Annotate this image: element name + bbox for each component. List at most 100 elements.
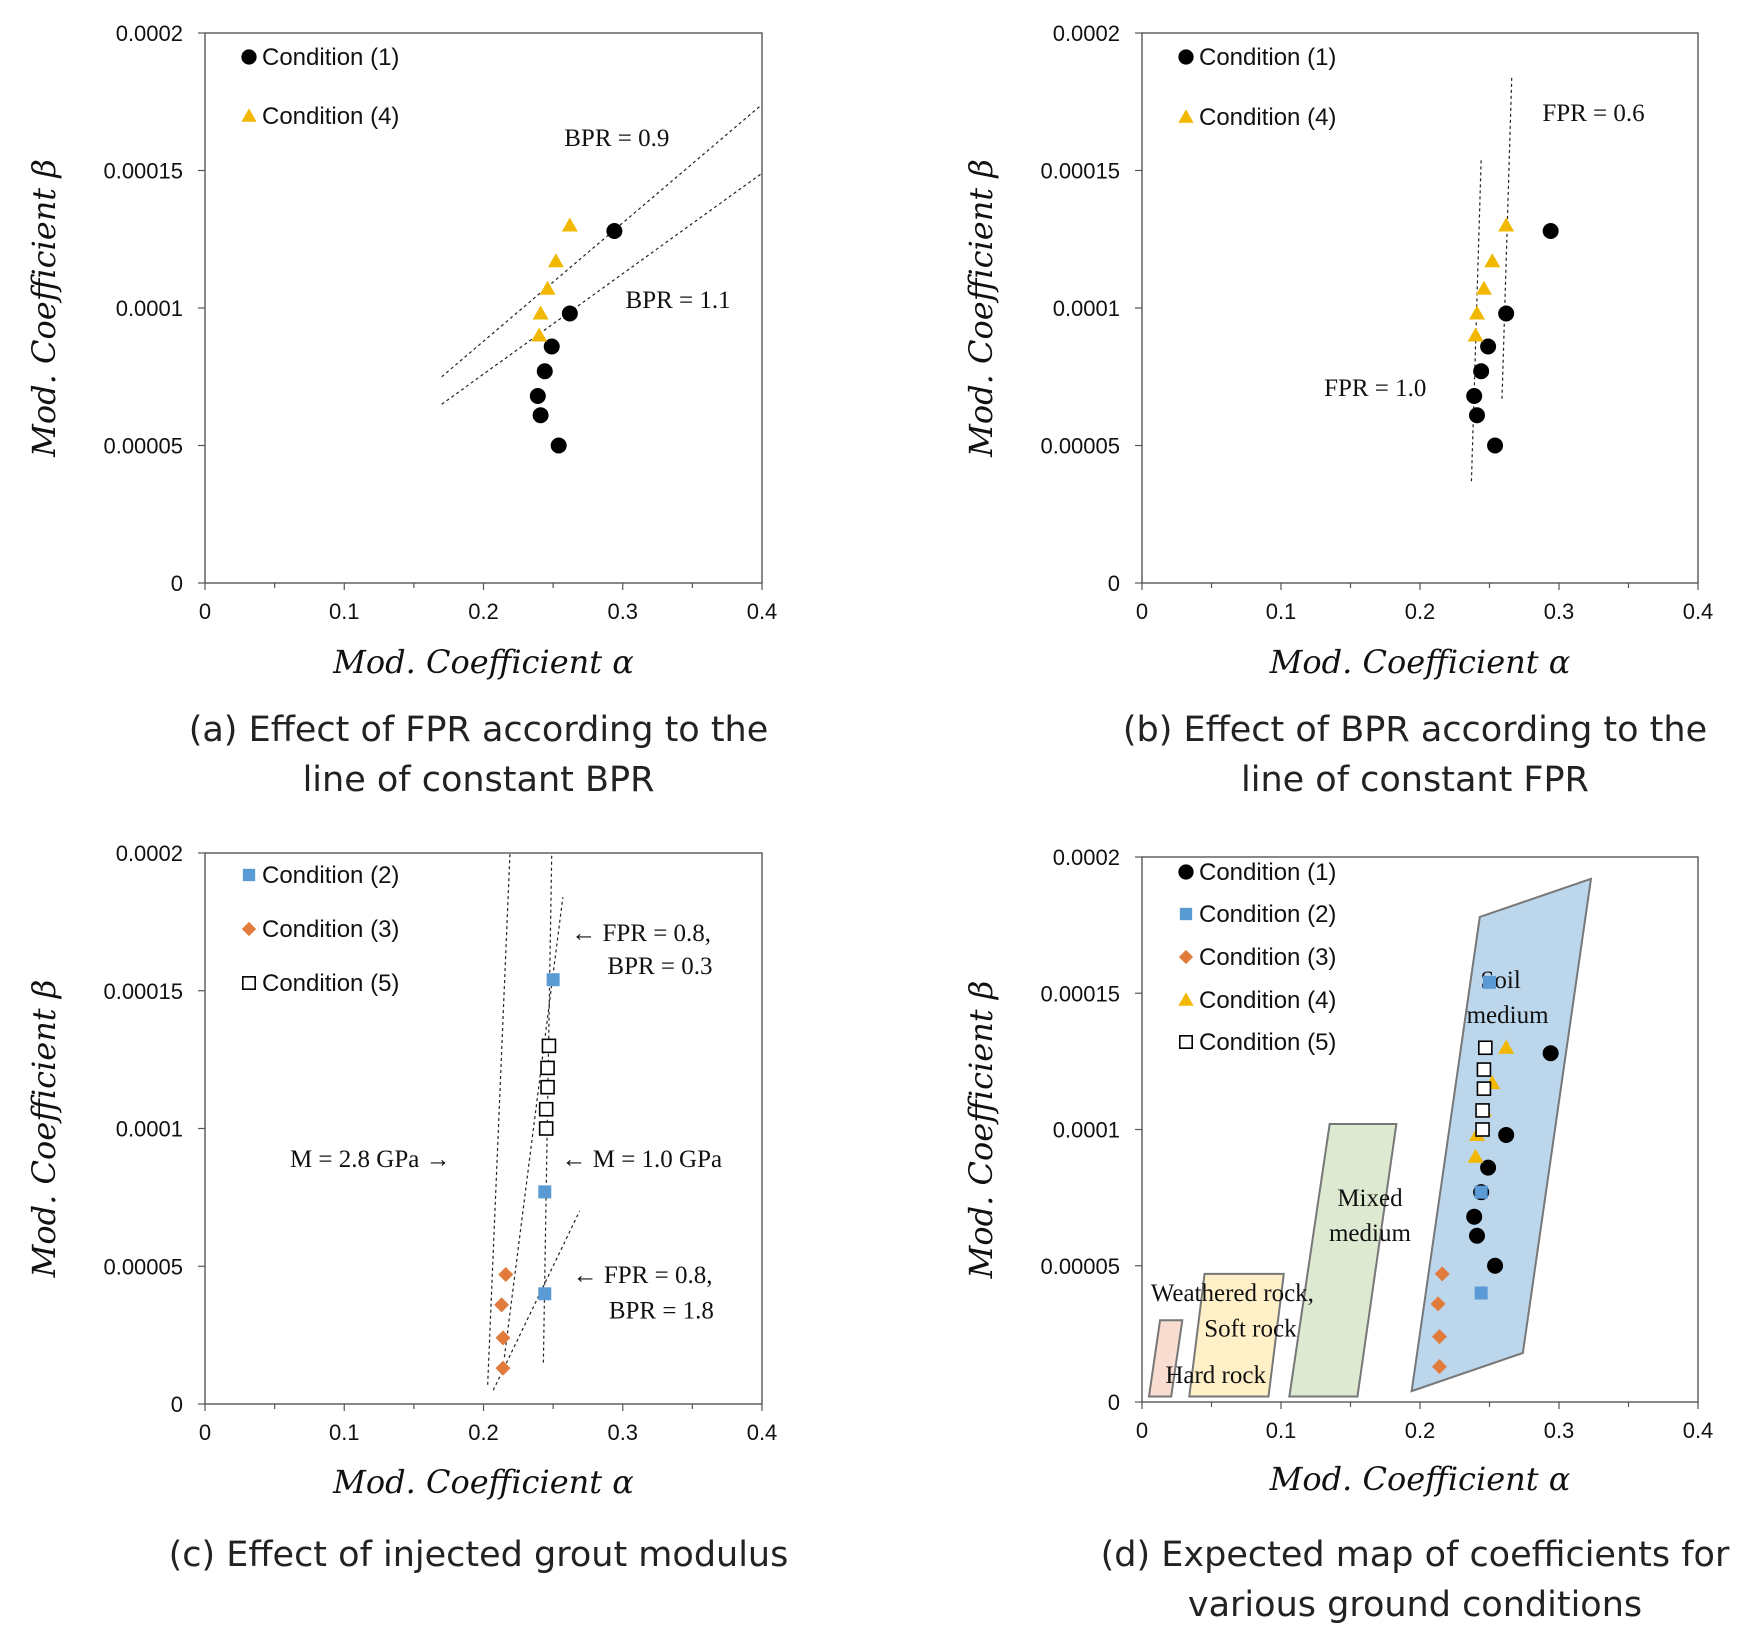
data-point bbox=[538, 1185, 552, 1199]
data-point bbox=[494, 1297, 510, 1313]
data-point bbox=[546, 973, 560, 987]
y-tick-label: 0.00015 bbox=[103, 979, 183, 1004]
annotation: ← FPR = 0.8, bbox=[571, 920, 711, 947]
y-axis-label: Mod. Coefficient β bbox=[962, 981, 1000, 1280]
data-point bbox=[536, 363, 553, 380]
data-point bbox=[1487, 437, 1504, 454]
legend-marker bbox=[241, 108, 257, 122]
y-axis-label: Mod. Coefficient β bbox=[25, 980, 63, 1279]
x-tick-label: 0.3 bbox=[1544, 599, 1575, 624]
caption: (a) Effect of FPR according to the bbox=[189, 710, 769, 750]
legend-marker bbox=[241, 49, 257, 65]
data-point bbox=[550, 437, 567, 454]
data-point bbox=[1478, 1040, 1493, 1056]
line-label: FPR = 1.0 bbox=[1324, 375, 1426, 402]
x-tick-label: 0.3 bbox=[607, 1420, 638, 1445]
y-tick-label: 0 bbox=[1108, 571, 1120, 596]
x-tick-label: 0.2 bbox=[468, 1420, 499, 1445]
x-tick-label: 0 bbox=[199, 599, 211, 624]
y-tick-label: 0.00005 bbox=[103, 1254, 183, 1279]
reference-line bbox=[441, 104, 763, 378]
data-point bbox=[1480, 338, 1497, 355]
region-weathered-rock-soft-rock bbox=[1188, 1272, 1285, 1398]
data-point bbox=[1498, 1039, 1515, 1054]
data-point bbox=[498, 1267, 514, 1283]
data-point bbox=[495, 1360, 511, 1376]
data-point bbox=[1483, 975, 1496, 989]
reference-line bbox=[492, 1210, 581, 1391]
data-point bbox=[1473, 363, 1490, 380]
series-condition-5 bbox=[538, 1038, 557, 1136]
data-point bbox=[538, 1121, 554, 1136]
y-tick-label: 0.0001 bbox=[1053, 1118, 1120, 1143]
y-tick-label: 0 bbox=[171, 571, 183, 596]
data-point bbox=[1466, 388, 1483, 404]
x-axis-label: Mod. Coefficient α bbox=[1269, 1460, 1571, 1498]
data-point bbox=[1476, 1062, 1492, 1077]
x-tick-label: 0 bbox=[1136, 599, 1148, 624]
data-point bbox=[532, 407, 549, 424]
series-condition-1 bbox=[1466, 1045, 1559, 1274]
legend-label: Condition (4) bbox=[262, 103, 399, 130]
data-point bbox=[561, 305, 578, 322]
data-point bbox=[1431, 1359, 1447, 1375]
y-tick-label: 0.00015 bbox=[1040, 159, 1120, 184]
legend-label: Condition (5) bbox=[262, 970, 399, 997]
annotation: BPR = 0.3 bbox=[607, 953, 712, 980]
data-point bbox=[1474, 1185, 1488, 1199]
x-tick-label: 0.2 bbox=[468, 599, 499, 624]
y-axis-label: Mod. Coefficient β bbox=[962, 159, 1000, 458]
reference-line bbox=[487, 852, 511, 1385]
x-axis-label: Mod. Coefficient α bbox=[332, 1463, 634, 1501]
x-tick-label: 0.3 bbox=[607, 599, 638, 624]
reference-line bbox=[503, 897, 564, 1358]
legend-label: Condition (2) bbox=[1199, 901, 1336, 928]
data-point bbox=[1466, 1208, 1483, 1225]
series-condition-1 bbox=[1466, 223, 1559, 454]
caption: (d) Expected map of coefficients for bbox=[1101, 1535, 1730, 1575]
data-point bbox=[540, 1079, 555, 1095]
series-condition-3 bbox=[1430, 1266, 1450, 1375]
legend-marker bbox=[242, 868, 256, 882]
legend-marker bbox=[1179, 1035, 1193, 1049]
data-point bbox=[1542, 1045, 1559, 1062]
data-point bbox=[538, 1287, 552, 1301]
legend-label: Condition (2) bbox=[262, 862, 399, 889]
legend-label: Condition (3) bbox=[262, 916, 399, 943]
data-point bbox=[1467, 327, 1484, 342]
y-tick-label: 0.0002 bbox=[116, 841, 183, 866]
data-point bbox=[529, 388, 546, 404]
series-condition-3 bbox=[494, 1267, 514, 1376]
x-axis-label: Mod. Coefficient α bbox=[1269, 643, 1571, 681]
data-point bbox=[606, 223, 623, 239]
data-point bbox=[540, 1060, 555, 1076]
y-tick-label: 0.0002 bbox=[116, 21, 183, 46]
series-condition-2 bbox=[538, 973, 560, 1301]
region-label: Hard rock bbox=[1165, 1362, 1266, 1389]
y-tick-label: 0.0002 bbox=[1053, 845, 1120, 870]
data-point bbox=[1476, 1081, 1492, 1096]
data-point bbox=[543, 338, 560, 355]
data-point bbox=[1487, 1257, 1504, 1274]
x-tick-label: 0.4 bbox=[1683, 1418, 1714, 1443]
x-tick-label: 0.4 bbox=[747, 599, 778, 624]
x-tick-label: 0.1 bbox=[1266, 1418, 1297, 1443]
y-tick-label: 0.00015 bbox=[103, 159, 183, 184]
legend-label: Condition (1) bbox=[262, 44, 399, 71]
line-label: BPR = 1.1 bbox=[626, 287, 731, 314]
data-point bbox=[1474, 1286, 1488, 1300]
chart-panel-c: 0 0.1 0.2 0.3 0.4 0 0.00005 0.0001 0.00015 0.0002… bbox=[25, 841, 788, 1575]
legend-label: Condition (5) bbox=[1199, 1029, 1336, 1056]
data-point bbox=[1468, 1227, 1485, 1244]
legend-marker bbox=[1179, 907, 1193, 921]
region-label: medium bbox=[1329, 1220, 1411, 1247]
annotation: M = 2.8 GPa → bbox=[290, 1146, 451, 1173]
x-tick-label: 0.1 bbox=[329, 599, 360, 624]
data-point bbox=[1430, 1296, 1446, 1312]
data-point bbox=[1467, 1148, 1484, 1163]
caption: (c) Effect of injected grout modulus bbox=[169, 1535, 789, 1575]
x-tick-label: 0.3 bbox=[1544, 1418, 1575, 1443]
y-axis-label: Mod. Coefficient β bbox=[25, 159, 63, 458]
data-point bbox=[1468, 305, 1485, 320]
